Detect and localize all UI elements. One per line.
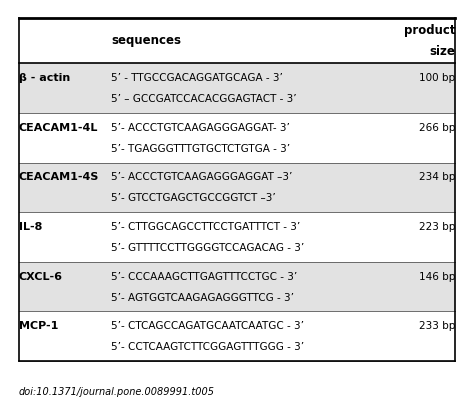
Text: 5’- CTTGGCAGCCTTCCTGATTTCT - 3’: 5’- CTTGGCAGCCTTCCTGATTTCT - 3’ [111,222,301,232]
Text: doi:10.1371/journal.pone.0089991.t005: doi:10.1371/journal.pone.0089991.t005 [19,387,215,397]
Bar [19,262,455,311]
Text: 234 bp: 234 bp [419,173,455,182]
Text: 5’- CCTCAAGTCTTCGGAGTTTGGG - 3’: 5’- CCTCAAGTCTTCGGAGTTTGGG - 3’ [111,342,304,352]
Text: 5’- AGTGGTCAAGAGAGGGTTCG - 3’: 5’- AGTGGTCAAGAGAGGGTTCG - 3’ [111,293,294,303]
Text: 266 bp: 266 bp [419,123,455,133]
Text: CEACAM1-4L: CEACAM1-4L [19,123,98,133]
Text: CXCL-6: CXCL-6 [19,272,63,282]
Text: 146 bp: 146 bp [419,272,455,282]
Text: CEACAM1-4S: CEACAM1-4S [19,173,100,182]
Text: 5’- CCCAAAGCTTGAGTTTCCTGC - 3’: 5’- CCCAAAGCTTGAGTTTCCTGC - 3’ [111,272,298,282]
Text: size: size [429,44,455,58]
Text: 5’- TGAGGGTTTGTGCTCTGTGA - 3’: 5’- TGAGGGTTTGTGCTCTGTGA - 3’ [111,144,291,154]
Text: 5’- GTCCTGAGCTGCCGGTCT –3’: 5’- GTCCTGAGCTGCCGGTCT –3’ [111,193,276,203]
Text: 5’ - TTGCCGACAGGATGCAGA - 3’: 5’ - TTGCCGACAGGATGCAGA - 3’ [111,73,283,83]
Text: 5’- ACCCTGTCAAGAGGGAGGAT –3’: 5’- ACCCTGTCAAGAGGGAGGAT –3’ [111,173,293,182]
Text: 233 bp: 233 bp [419,322,455,331]
Text: 5’ – GCCGATCCACACGGAGTACT - 3’: 5’ – GCCGATCCACACGGAGTACT - 3’ [111,94,297,104]
Text: β - actin: β - actin [19,73,70,83]
Text: IL-8: IL-8 [19,222,42,232]
Bar [19,113,455,162]
Bar [19,18,455,63]
Text: 100 bp: 100 bp [419,73,455,83]
Text: product: product [403,24,455,37]
Text: sequences: sequences [111,34,182,47]
Text: 223 bp: 223 bp [419,222,455,232]
Bar [19,311,455,361]
Bar [19,162,455,212]
Bar [19,212,455,262]
Text: 5’- ACCCTGTCAAGAGGGAGGAT- 3’: 5’- ACCCTGTCAAGAGGGAGGAT- 3’ [111,123,290,133]
Text: MCP-1: MCP-1 [19,322,58,331]
Text: 5’- CTCAGCCAGATGCAATCAATGC - 3’: 5’- CTCAGCCAGATGCAATCAATGC - 3’ [111,322,304,331]
Text: 5’- GTTTTCCTTGGGGTCCAGACAG - 3’: 5’- GTTTTCCTTGGGGTCCAGACAG - 3’ [111,243,305,253]
Bar [19,63,455,113]
